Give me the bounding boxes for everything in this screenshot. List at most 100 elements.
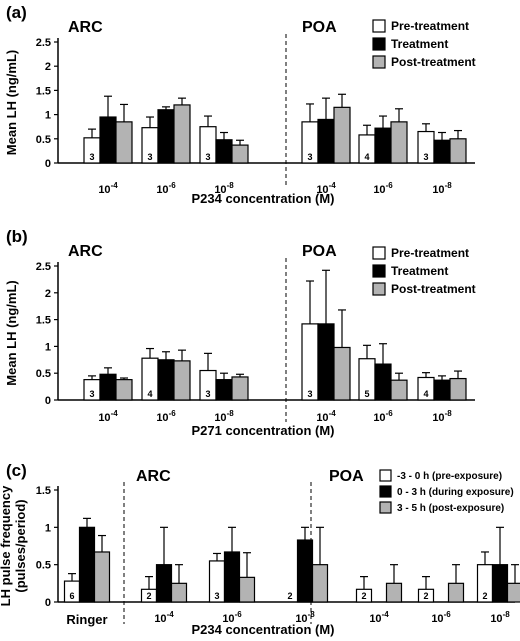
n-label: 3 bbox=[307, 389, 312, 399]
legend-label: Treatment bbox=[391, 264, 448, 278]
bar bbox=[506, 582, 520, 603]
y-tick-label: 1 bbox=[45, 110, 51, 122]
n-label: 3 bbox=[214, 591, 219, 601]
bar bbox=[449, 138, 467, 164]
bar bbox=[231, 144, 249, 164]
bar bbox=[231, 376, 249, 401]
bar bbox=[170, 582, 188, 603]
category-label: 10-4 bbox=[316, 409, 336, 424]
bar bbox=[115, 121, 133, 164]
x-axis-title: P271 concentration (M) bbox=[191, 423, 334, 438]
category-base: 10 bbox=[373, 412, 385, 424]
category-base: 10 bbox=[432, 184, 444, 196]
bar bbox=[333, 106, 351, 164]
bar bbox=[93, 551, 111, 603]
legend-swatch bbox=[372, 264, 386, 278]
category-base: 10 bbox=[98, 184, 110, 196]
panel-letter: (b) bbox=[6, 227, 28, 246]
n-label: 2 bbox=[361, 591, 366, 601]
category-exponent: -6 bbox=[169, 181, 177, 190]
category-exponent: -8 bbox=[308, 610, 316, 619]
bar bbox=[173, 104, 191, 164]
n-label: 3 bbox=[89, 152, 94, 162]
legend-label: Treatment bbox=[391, 37, 448, 51]
category-label: Ringer bbox=[66, 612, 107, 627]
n-label: 2 bbox=[482, 591, 487, 601]
bar bbox=[223, 551, 241, 603]
category-exponent: -8 bbox=[445, 409, 453, 418]
category-exponent: -6 bbox=[169, 409, 177, 418]
category-label: 10-8 bbox=[214, 181, 234, 196]
legend-swatch bbox=[379, 501, 392, 514]
bar bbox=[374, 127, 392, 164]
region-label-arc: ARC bbox=[68, 19, 103, 36]
category-exponent: -4 bbox=[167, 610, 175, 619]
bar bbox=[491, 564, 509, 603]
bar bbox=[157, 359, 175, 401]
n-label: 6 bbox=[69, 591, 74, 601]
category-label: 10-4 bbox=[369, 610, 389, 625]
category-base: 10 bbox=[214, 184, 226, 196]
bar bbox=[215, 139, 233, 164]
category-base: 10 bbox=[156, 184, 168, 196]
category-base: 10 bbox=[373, 184, 385, 196]
n-label: 3 bbox=[147, 152, 152, 162]
legend-swatch bbox=[372, 246, 386, 260]
n-label: 2 bbox=[423, 591, 428, 601]
bar bbox=[390, 379, 408, 401]
y-tick-label: 1 bbox=[45, 522, 51, 534]
region-label-poa: POA bbox=[302, 19, 337, 36]
category-label: 10-8 bbox=[295, 610, 315, 625]
n-label: 3 bbox=[205, 152, 210, 162]
y-tick-label: 0 bbox=[45, 158, 51, 170]
y-tick-label: 1.5 bbox=[36, 485, 51, 497]
bar bbox=[311, 564, 329, 603]
n-label: 3 bbox=[307, 152, 312, 162]
n-label: 4 bbox=[147, 389, 152, 399]
y-axis-title: Mean LH (ng/mL) bbox=[4, 50, 19, 155]
n-label: 2 bbox=[146, 591, 151, 601]
legend-swatch bbox=[372, 37, 386, 51]
legend-swatch bbox=[379, 485, 392, 498]
y-axis-title: Mean LH (ng/mL) bbox=[4, 280, 19, 385]
category-exponent: -6 bbox=[386, 181, 394, 190]
y-tick-label: 0 bbox=[45, 395, 51, 407]
y-tick-label: 0.5 bbox=[36, 560, 51, 572]
bar bbox=[155, 564, 173, 603]
legend-swatch bbox=[372, 19, 386, 33]
bar bbox=[115, 379, 133, 401]
category-base: 10 bbox=[490, 613, 502, 625]
region-label-arc: ARC bbox=[136, 468, 171, 485]
category-label: 10-6 bbox=[156, 409, 176, 424]
bar bbox=[157, 109, 175, 164]
region-label-arc: ARC bbox=[68, 243, 103, 260]
bar bbox=[449, 377, 467, 401]
legend-label: 3 - 5 h (post-exposure) bbox=[397, 503, 504, 514]
category-base: 10 bbox=[431, 613, 443, 625]
y-tick-label: 2.5 bbox=[36, 37, 51, 49]
bar bbox=[317, 118, 335, 164]
y-tick-label: 2 bbox=[45, 61, 51, 73]
category-base: 10 bbox=[432, 412, 444, 424]
category-label: 10-4 bbox=[98, 181, 118, 196]
n-label: 4 bbox=[364, 152, 369, 162]
bar bbox=[215, 379, 233, 401]
y-axis-title: LH pulse frequency(pulses/period) bbox=[0, 485, 28, 606]
category-exponent: -4 bbox=[111, 181, 119, 190]
legend-label: 0 - 3 h (during exposure) bbox=[397, 487, 514, 498]
category-label: 10-8 bbox=[432, 409, 452, 424]
n-label: 4 bbox=[423, 389, 428, 399]
category-base: 10 bbox=[369, 613, 381, 625]
n-label: 3 bbox=[205, 389, 210, 399]
category-label: 10-6 bbox=[373, 409, 393, 424]
panel-letter: (a) bbox=[6, 3, 27, 22]
category-exponent: -4 bbox=[329, 181, 337, 190]
category-exponent: -6 bbox=[386, 409, 394, 418]
bar bbox=[374, 363, 392, 401]
category-label: 10-4 bbox=[316, 181, 336, 196]
bar bbox=[78, 526, 96, 603]
bar bbox=[433, 379, 451, 401]
category-base: 10 bbox=[156, 412, 168, 424]
